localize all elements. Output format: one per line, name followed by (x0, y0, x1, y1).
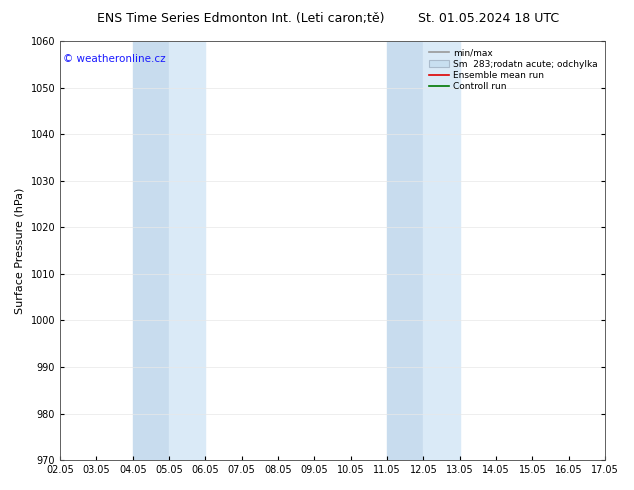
Bar (133, 41, 169, 460)
Text: St. 01.05.2024 18 UTC: St. 01.05.2024 18 UTC (418, 12, 559, 25)
Bar (387, 41, 424, 460)
Y-axis label: Surface Pressure (hPa): Surface Pressure (hPa) (15, 187, 25, 314)
Legend: min/max, Sm  283;rodatn acute; odchylka, Ensemble mean run, Controll run: min/max, Sm 283;rodatn acute; odchylka, … (426, 46, 600, 94)
Text: ENS Time Series Edmonton Int. (Leti caron;tě): ENS Time Series Edmonton Int. (Leti caro… (97, 12, 385, 25)
Bar (169, 41, 205, 460)
Bar (424, 41, 460, 460)
Text: © weatheronline.cz: © weatheronline.cz (63, 53, 165, 64)
